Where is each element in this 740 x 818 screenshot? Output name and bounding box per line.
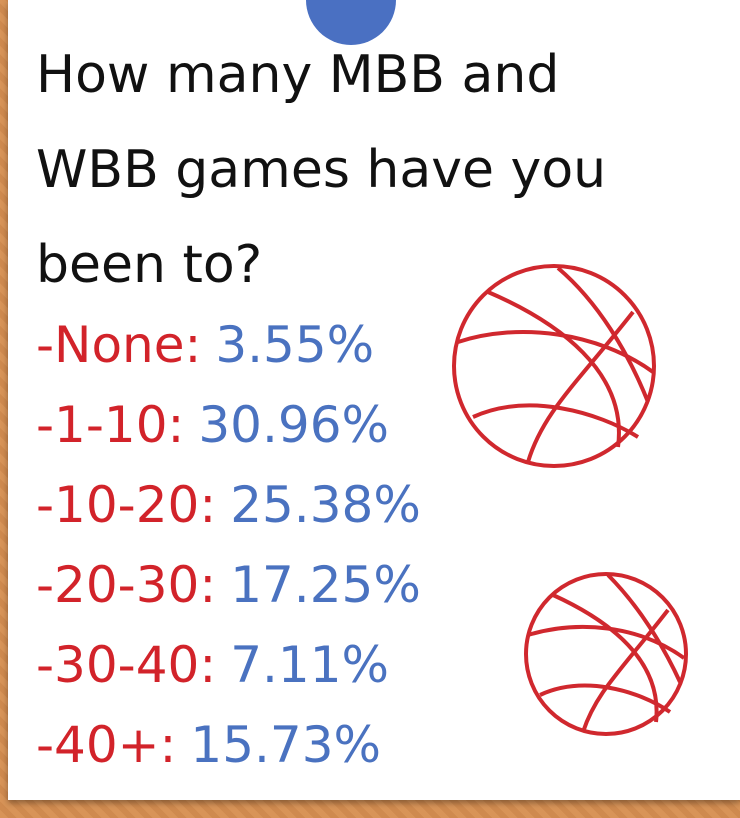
answer-row: -30-40:7.11% xyxy=(36,625,421,705)
page: How many MBB and WBB games have you been… xyxy=(0,0,740,818)
answer-value: 30.96% xyxy=(198,396,389,454)
answer-row: -None:3.55% xyxy=(36,305,421,385)
answer-value: 15.73% xyxy=(190,716,381,774)
answer-value: 7.11% xyxy=(230,636,389,694)
answer-row: -10-20:25.38% xyxy=(36,465,421,545)
answer-value: 25.38% xyxy=(230,476,421,534)
answer-label: -None: xyxy=(36,316,201,374)
answer-list: -None:3.55%-1-10:30.96%-10-20:25.38%-20-… xyxy=(36,305,421,785)
answer-row: -20-30:17.25% xyxy=(36,545,421,625)
answer-value: 3.55% xyxy=(215,316,374,374)
answer-label: -30-40: xyxy=(36,636,216,694)
answer-row: -1-10:30.96% xyxy=(36,385,421,465)
basketball-icon xyxy=(518,570,694,740)
note-card: How many MBB and WBB games have you been… xyxy=(8,0,740,800)
answer-value: 17.25% xyxy=(230,556,421,614)
basketball-icon xyxy=(448,262,664,472)
answer-label: -1-10: xyxy=(36,396,184,454)
answer-label: -20-30: xyxy=(36,556,216,614)
answer-row: -40+:15.73% xyxy=(36,705,421,785)
answer-label: -40+: xyxy=(36,716,176,774)
answer-label: -10-20: xyxy=(36,476,216,534)
